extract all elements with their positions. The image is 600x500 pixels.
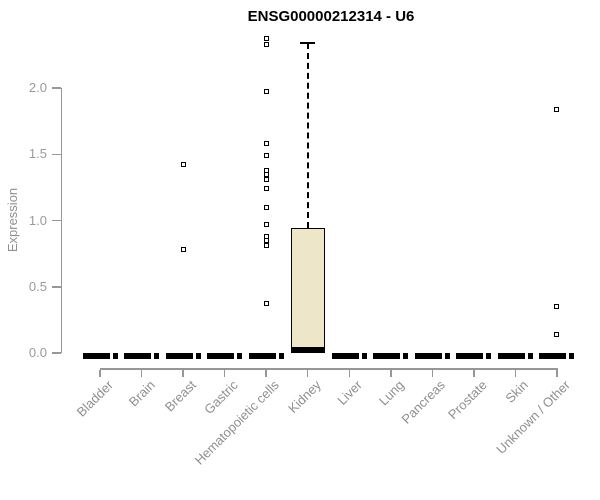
outlier-point (263, 171, 269, 177)
chart-title: ENSG00000212314 - U6 (247, 8, 415, 25)
outlier-point (263, 153, 269, 159)
flat-box-dash (403, 352, 409, 359)
outlier-point (263, 237, 269, 243)
y-tick (52, 286, 61, 288)
y-tick-label: 0.0 (28, 345, 47, 360)
flat-box-dash (278, 352, 284, 359)
whisker (306, 42, 309, 229)
y-tick-label: 1.5 (28, 146, 47, 162)
x-tick (473, 369, 475, 377)
flat-box-segment (373, 352, 401, 359)
flat-box-dash (112, 352, 118, 359)
flat-box-segment (539, 352, 567, 359)
whisker-cap (300, 41, 316, 44)
flat-box-segment (124, 352, 152, 359)
outlier-point (263, 36, 269, 42)
x-axis-line (100, 368, 559, 370)
flat-box-dash (361, 352, 367, 359)
flat-box-segment (82, 352, 110, 359)
flat-box-segment (248, 352, 276, 359)
x-tick (140, 369, 143, 377)
y-tick (52, 153, 61, 155)
outlier-point (263, 141, 269, 147)
flat-box-dash (195, 352, 201, 359)
outlier-point (180, 162, 186, 168)
flat-box-dash (154, 352, 160, 359)
box (290, 228, 325, 352)
x-tick (223, 369, 226, 377)
y-tick-label: 2.0 (28, 80, 47, 95)
x-tick (348, 369, 351, 377)
y-tick (52, 87, 61, 89)
outlier-point (263, 243, 269, 249)
x-tick (556, 369, 558, 377)
flat-box-dash (237, 352, 243, 359)
outlier-point (263, 176, 269, 182)
outlier-point (554, 331, 560, 337)
x-tick (306, 369, 309, 377)
outlier-point (263, 186, 269, 192)
outlier-point (180, 247, 186, 253)
x-tick (431, 369, 434, 377)
x-tick (265, 369, 267, 377)
flat-box-segment (331, 352, 359, 359)
outlier-point (263, 301, 269, 307)
x-tick (99, 369, 101, 377)
flat-box-segment (414, 352, 442, 359)
x-tick (182, 369, 184, 377)
y-tick (52, 352, 61, 354)
outlier-point (263, 41, 269, 47)
flat-box-dash (486, 352, 492, 359)
y-tick-label: 1.0 (28, 212, 47, 228)
median-line (290, 347, 325, 354)
outlier-point (263, 204, 269, 210)
y-tick (52, 219, 61, 222)
x-tick (514, 369, 517, 377)
y-axis-line (60, 88, 62, 353)
outlier-point (554, 304, 560, 310)
y-tick-label: 0.5 (28, 278, 47, 294)
flat-box-dash (444, 352, 450, 359)
flat-box-segment (497, 352, 525, 359)
flat-box-segment (165, 352, 193, 359)
x-tick (390, 369, 392, 377)
flat-box-dash (569, 352, 575, 359)
outlier-point (554, 106, 560, 112)
outlier-point (263, 89, 269, 95)
flat-box-dash (527, 352, 533, 359)
flat-box-segment (456, 352, 484, 359)
flat-box-segment (207, 352, 235, 359)
outlier-point (263, 221, 269, 227)
